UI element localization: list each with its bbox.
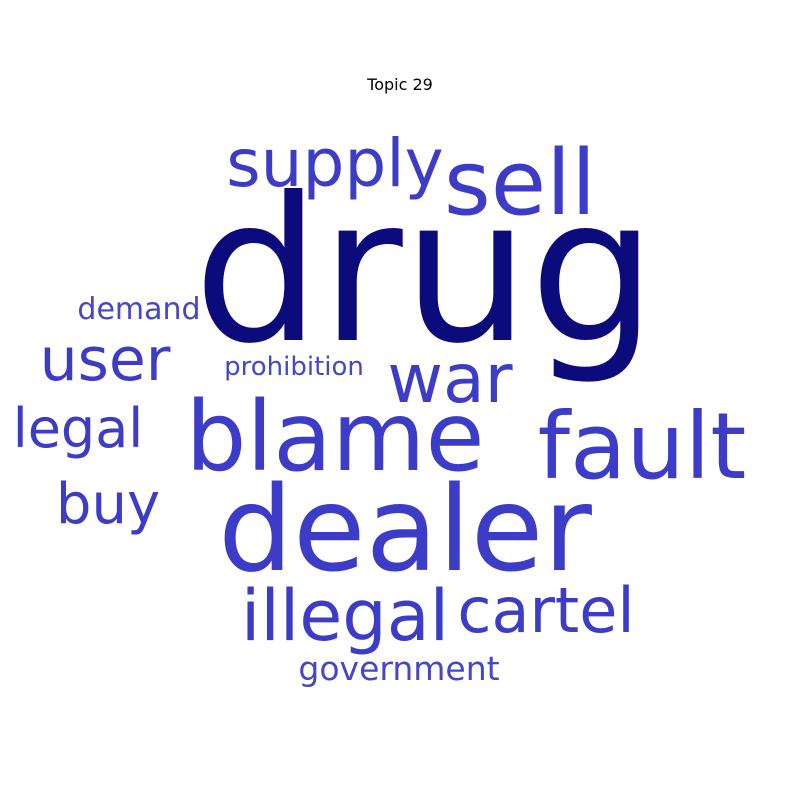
word-dealer: dealer — [218, 460, 592, 598]
word-blame: blame — [185, 381, 484, 493]
chart-title: Topic 29 — [367, 75, 433, 94]
word-illegal: illegal — [241, 575, 449, 657]
word-drug: drug — [194, 155, 657, 388]
word-fault: fault — [538, 393, 747, 500]
word-buy: buy — [56, 472, 160, 537]
word-supply: supply — [226, 125, 443, 202]
word-government: government — [298, 649, 499, 688]
word-cartel: cartel — [457, 574, 634, 647]
word-demand: demand — [77, 292, 200, 327]
word-war: war — [387, 340, 512, 419]
word-sell: sell — [444, 131, 596, 236]
word-prohibition: prohibition — [224, 352, 364, 382]
word-legal: legal — [13, 397, 144, 460]
word-user: user — [40, 325, 171, 395]
